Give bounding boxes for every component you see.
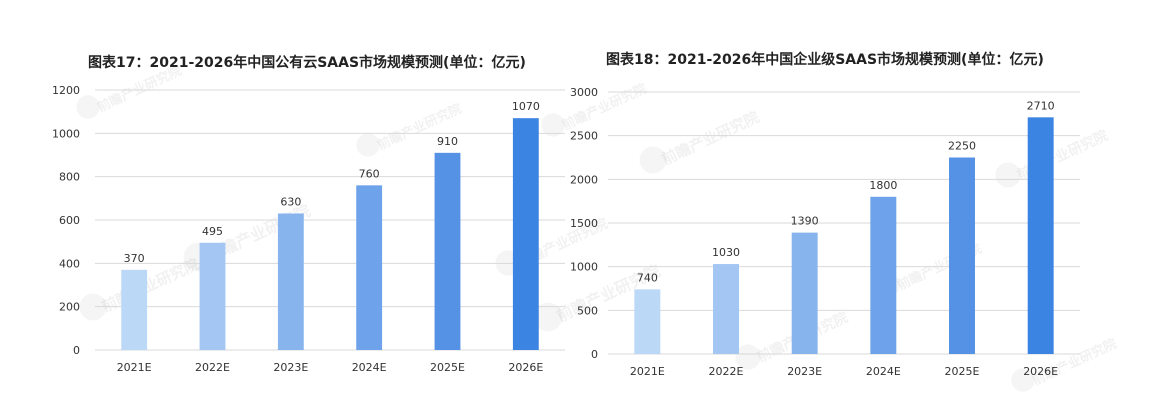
bar-2022E bbox=[713, 264, 739, 354]
y-tick-label: 0 bbox=[591, 348, 598, 361]
data-label: 760 bbox=[359, 167, 380, 180]
y-tick-label: 600 bbox=[59, 214, 80, 227]
bar-2022E bbox=[199, 242, 226, 350]
data-labels: 370 495 630 760 910 1070 bbox=[124, 100, 540, 265]
x-tick-label: 2024E bbox=[352, 361, 387, 374]
bar-2023E bbox=[277, 213, 304, 350]
y-tick-labels: 0 500 1000 1500 2000 2500 3000 bbox=[570, 86, 598, 361]
watermark-logo-icon bbox=[1011, 368, 1035, 392]
bar-2025E bbox=[949, 157, 975, 354]
x-tick-label: 2026E bbox=[508, 361, 543, 374]
data-label: 2250 bbox=[948, 140, 976, 153]
watermark-text: 前瞻产业研究院 bbox=[659, 108, 762, 169]
data-label: 1070 bbox=[512, 100, 540, 113]
x-tick-label: 2024E bbox=[866, 365, 901, 378]
bar-2026E bbox=[1027, 117, 1054, 355]
y-tick-labels: 0 200 400 600 800 1000 1200 bbox=[52, 84, 80, 357]
watermark-logo-icon bbox=[541, 113, 565, 137]
data-label: 495 bbox=[202, 225, 223, 238]
data-label: 1390 bbox=[791, 215, 819, 228]
chart-title: 图表17：2021-2026年中国公有云SAAS市场规模预测(单位：亿元) bbox=[88, 54, 526, 71]
x-tick-label: 2026E bbox=[1023, 365, 1058, 378]
bars bbox=[634, 117, 1054, 355]
data-label: 1800 bbox=[869, 179, 897, 192]
x-tick-label: 2022E bbox=[709, 365, 744, 378]
bar-2021E bbox=[634, 289, 661, 354]
y-tick-label: 1500 bbox=[570, 217, 598, 230]
bar-2025E bbox=[434, 152, 461, 350]
y-gridlines bbox=[95, 89, 565, 351]
watermark-logo-icon bbox=[533, 302, 563, 332]
data-label: 630 bbox=[280, 196, 301, 209]
y-tick-label: 0 bbox=[73, 344, 80, 357]
data-label: 910 bbox=[437, 135, 458, 148]
x-tick-label: 2025E bbox=[430, 361, 465, 374]
y-tick-label: 200 bbox=[59, 301, 80, 314]
y-tick-label: 800 bbox=[59, 171, 80, 184]
data-label: 370 bbox=[124, 252, 145, 265]
y-tick-label: 1000 bbox=[52, 127, 80, 140]
bar-2024E bbox=[356, 185, 383, 350]
x-tick-label: 2023E bbox=[787, 365, 822, 378]
bar-2023E bbox=[791, 232, 818, 354]
data-label: 2710 bbox=[1027, 99, 1055, 112]
watermark-logo-icon bbox=[76, 95, 100, 119]
y-tick-label: 3000 bbox=[570, 86, 598, 99]
y-tick-label: 2500 bbox=[570, 130, 598, 143]
data-label: 1030 bbox=[712, 246, 740, 259]
y-tick-label: 400 bbox=[59, 257, 80, 270]
y-tick-label: 2000 bbox=[570, 173, 598, 186]
x-tick-label: 2023E bbox=[273, 361, 308, 374]
y-tick-label: 500 bbox=[577, 304, 598, 317]
x-tick-labels: 2021E 2022E 2023E 2024E 2025E 2026E bbox=[630, 365, 1058, 378]
data-label: 740 bbox=[637, 271, 658, 284]
bar-2021E bbox=[121, 269, 148, 350]
x-tick-label: 2021E bbox=[117, 361, 152, 374]
watermark-logo-icon bbox=[639, 146, 667, 174]
chart-public-cloud-saas: 图表17：2021-2026年中国公有云SAAS市场规模预测(单位：亿元) 0 2… bbox=[52, 54, 565, 374]
watermark-logo-icon bbox=[79, 293, 107, 321]
watermark-logo-icon bbox=[735, 344, 761, 370]
x-tick-label: 2025E bbox=[945, 365, 980, 378]
x-tick-labels: 2021E 2022E 2023E 2024E 2025E 2026E bbox=[117, 361, 544, 374]
y-tick-label: 1200 bbox=[52, 84, 80, 97]
watermark-logo-icon bbox=[995, 162, 1021, 188]
watermark-logo-icon bbox=[356, 133, 380, 157]
x-tick-label: 2022E bbox=[195, 361, 230, 374]
bars bbox=[121, 118, 539, 351]
bar-2026E bbox=[512, 118, 539, 351]
chart-title: 图表18：2021-2026年中国企业级SAAS市场规模预测(单位：亿元) bbox=[606, 51, 1044, 68]
x-tick-label: 2021E bbox=[630, 365, 665, 378]
y-gridlines bbox=[608, 91, 1080, 355]
data-labels: 740 1030 1390 1800 2250 2710 bbox=[637, 99, 1055, 284]
chart-enterprise-saas: 图表18：2021-2026年中国企业级SAAS市场规模预测(单位：亿元) 0 5… bbox=[570, 51, 1080, 378]
y-tick-label: 1000 bbox=[570, 261, 598, 274]
bar-2024E bbox=[870, 196, 897, 354]
